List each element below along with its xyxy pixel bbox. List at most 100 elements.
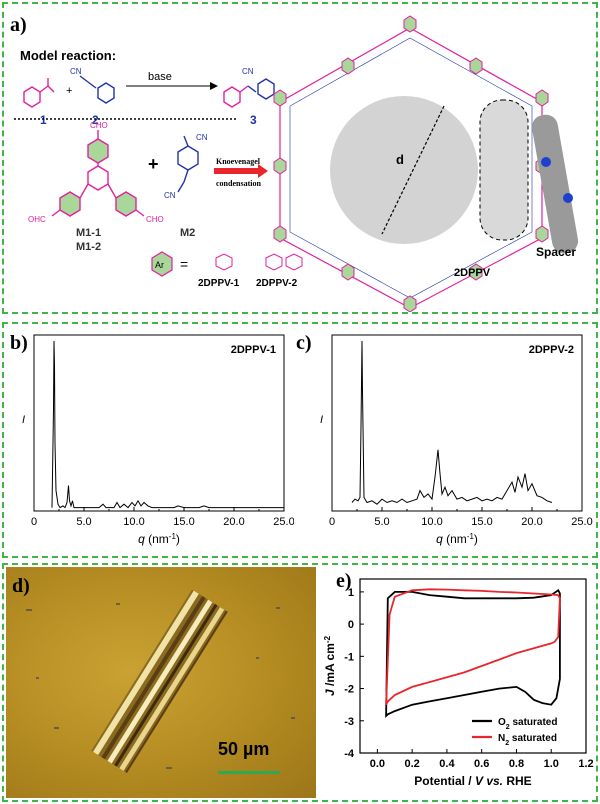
y-tick-label: -2 (344, 684, 354, 696)
cn-label-2: CN (70, 67, 82, 76)
x-tick-label: 15.0 (471, 516, 492, 528)
framework-label: 2DPPV (454, 267, 491, 279)
x-axis-label-pre: Potential / (414, 774, 475, 788)
x-axis-label-q: q (436, 532, 443, 546)
red-arrow (214, 164, 268, 178)
x-tick-label: 15.0 (173, 516, 194, 528)
x-axis-label-exp: -1 (467, 532, 475, 541)
plot-frame (359, 578, 587, 754)
base-label: base (148, 71, 172, 83)
chart-e-svg: 0.0 0.2 0.4 0.6 0.8 1.0 1.210-1-2-3-4O2 satura… (323, 578, 594, 788)
legend-label-main: O (498, 717, 506, 728)
ar-label: Ar (155, 260, 164, 270)
plus-small: + (66, 85, 72, 97)
plus-big: + (148, 154, 159, 174)
x-axis-label-unit: (nm (145, 532, 169, 546)
x-tick-label: 1.2 (578, 758, 593, 770)
cv-series-1 (385, 588, 561, 706)
compound-3-structure (223, 78, 275, 108)
x-axis-label: Potential / V vs. RHE (414, 774, 531, 788)
panel-c-label: c) (296, 332, 312, 354)
pore-diameter-arrow (381, 105, 445, 235)
x-tick-label: 0.0 (370, 758, 385, 770)
legend-label-sub: 2 (505, 740, 509, 747)
y-axis-label-rest: /mA cm (323, 643, 337, 689)
x-tick-label: 25.0 (273, 516, 294, 528)
panel-a-scheme: Model reaction: + CN 1 2 base CN 3 CHO O… (14, 15, 579, 312)
scalebar (218, 771, 280, 774)
x-tick-label: 25.0 (571, 516, 592, 528)
monomer-m2: M2 (180, 227, 195, 239)
y-tick-label: 1 (348, 587, 354, 599)
y-axis-label: I (22, 414, 25, 426)
cn-label-m2-bottom: CN (164, 191, 176, 200)
framework-aryl-units (273, 15, 549, 312)
scalebar-label: 50 µm (218, 739, 270, 759)
x-tick-label: 0.4 (439, 758, 455, 770)
x-tick-label: 5.0 (76, 516, 91, 528)
chart-title: 2DPPV-2 (529, 344, 574, 356)
cv-series-0 (385, 588, 561, 719)
framework-pore (330, 96, 478, 244)
x-tick-label: 0.6 (474, 758, 489, 770)
plot-frame (331, 334, 583, 512)
data-series-line (351, 340, 553, 505)
model-reaction-title: Model reaction: (20, 48, 116, 63)
compound-number-1: 1 (40, 113, 47, 127)
x-axis-label-vs: vs. (483, 774, 503, 788)
variant-label-2: 2DPPV-2 (256, 278, 298, 289)
panel-a-label: a) (10, 14, 27, 36)
pore-d-label: d (396, 152, 404, 167)
x-tick-label: 1.0 (544, 758, 559, 770)
compound-number-2: 2 (92, 113, 99, 127)
x-axis-label-unit: (nm (443, 532, 467, 546)
compound-2-structure (79, 75, 115, 104)
chart-c-svg: 0 5.0 10.0 15.0 20.0 25.0 2DPPV-2 Iq (nm-1) (320, 334, 593, 547)
spacer-space-filling-model (531, 114, 579, 254)
monomer-m2-structure (177, 135, 199, 193)
x-axis-label-close: ) (474, 532, 478, 546)
x-axis-label: q (nm-1) (436, 532, 478, 547)
variant-1-ring (215, 253, 233, 271)
legend-label-rest: saturated (510, 717, 558, 728)
x-tick-label: 0.8 (509, 758, 524, 770)
variant-2-rings (265, 253, 303, 271)
x-tick-label: 0 (329, 516, 335, 528)
chart-b-svg: 0 5.0 10.0 15.0 20.0 25.0 2DPPV-1 Iq (nm-1) (22, 334, 294, 547)
cho-label-top: CHO (90, 121, 108, 130)
compound-1-structure (23, 78, 55, 108)
compound-number-3: 3 (250, 113, 257, 127)
y-tick-label: -3 (344, 716, 354, 728)
x-axis-label-exp: -1 (169, 532, 177, 541)
micrograph: d) 50 µm (6, 567, 316, 798)
legend-label-0: O2 saturated (498, 717, 557, 731)
y-tick-label: 0 (348, 619, 354, 631)
x-tick-label: 20.0 (223, 516, 244, 528)
reaction-arrowhead (210, 82, 218, 90)
ohc-label: OHC (28, 215, 46, 224)
x-axis-label-q: q (138, 532, 145, 546)
panel-e-label: e) (336, 570, 352, 592)
x-axis-label-post: RHE (503, 774, 532, 788)
plot-frame (33, 334, 285, 512)
y-axis-label: J /mA cm-2 (323, 635, 338, 696)
panel-de-frame (2, 563, 598, 802)
panel-a-frame (2, 2, 598, 314)
x-tick-label: 0.2 (405, 758, 420, 770)
x-tick-label: 5.0 (374, 516, 389, 528)
x-tick-label: 0 (31, 516, 37, 528)
knoevenagel-line2: condensation (216, 179, 261, 188)
x-axis-label: q (nm-1) (138, 532, 180, 547)
legend-label-sub: 2 (506, 724, 510, 731)
cn-label-3: CN (242, 67, 254, 76)
x-axis-label-close: ) (176, 532, 180, 546)
y-tick-label: -1 (344, 651, 354, 663)
knoevenagel-line1: Knoevenagel (216, 157, 261, 166)
legend-label-1: N2 saturated (498, 733, 557, 747)
panel-bc-frame (2, 322, 598, 558)
legend-label-main: N (498, 733, 505, 744)
y-axis-label-j: J (323, 689, 337, 696)
x-tick-label: 10.0 (123, 516, 144, 528)
data-series-line (51, 340, 284, 509)
x-tick-label: 10.0 (421, 516, 442, 528)
